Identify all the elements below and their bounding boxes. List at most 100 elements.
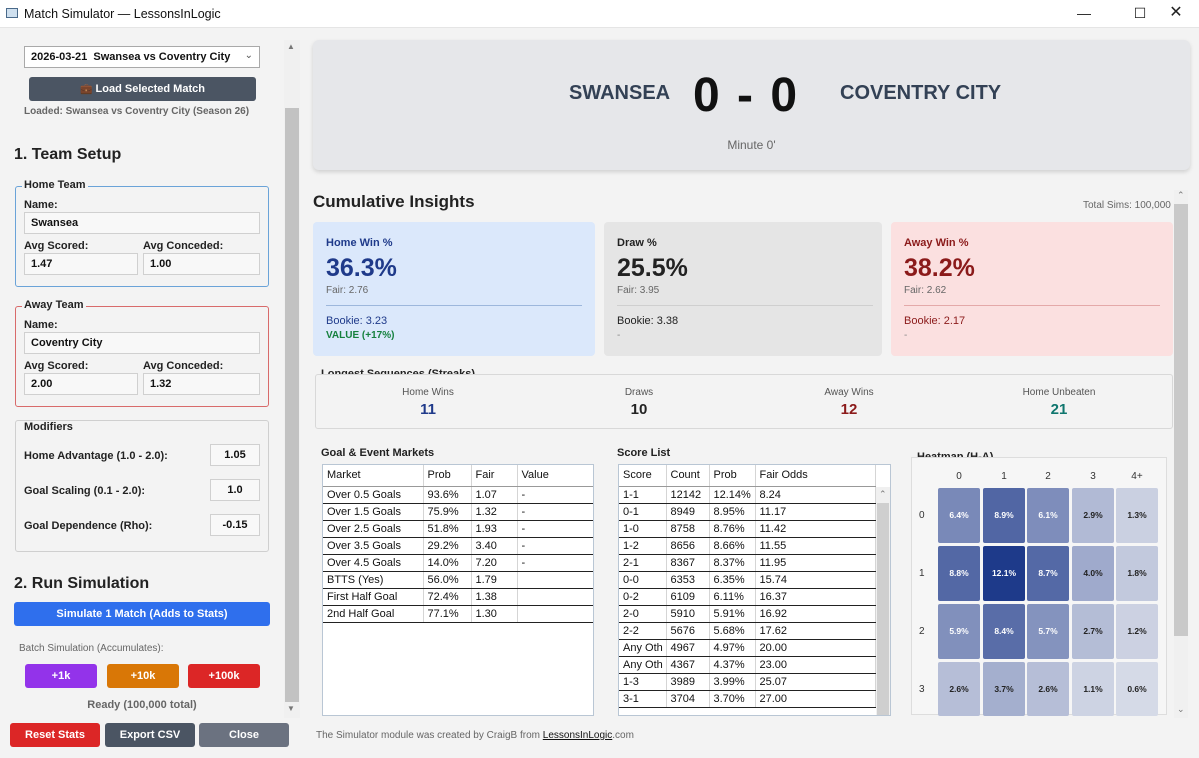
home-win-pct: 36.3% [326, 254, 397, 282]
away-win-pct: 38.2% [904, 254, 975, 282]
footer-credit: The Simulator module was created by Crai… [316, 730, 634, 741]
home-scored-field[interactable]: 1.47 [24, 253, 138, 275]
home-win-card: Home Win % 36.3% Fair: 2.76 Bookie: 3.23… [313, 222, 595, 356]
score-cell: Any Oth [619, 656, 667, 674]
streak-label: Away Wins [824, 387, 874, 398]
scroll-down-icon[interactable]: ▼ [287, 704, 295, 713]
chevron-down-icon: ⌄ [244, 50, 253, 61]
score-list-scrollbar[interactable]: ⌃ [876, 487, 890, 715]
market-cell: Over 2.5 Goals [323, 520, 424, 538]
markets-table: Market Prob Fair Value Over 0.5 Goals 93.… [322, 464, 594, 716]
market-row[interactable]: BTTS (Yes) 56.0% 1.79 [323, 571, 593, 589]
score-row[interactable]: 0-0 6353 6.35% 15.74 [619, 571, 876, 589]
title-bar: Match Simulator — LessonsInLogic — ☐ ✕ [0, 0, 1199, 28]
heatmap-col-label: 0 [956, 471, 962, 482]
match-select-value: 2026-03-21 Swansea vs Coventry City [31, 51, 231, 63]
markets-header[interactable]: Market [323, 465, 424, 487]
right-scrollbar-thumb[interactable] [1174, 204, 1188, 636]
score-row[interactable]: 1-0 8758 8.76% 11.42 [619, 520, 876, 538]
away-conceded-field[interactable]: 1.32 [143, 373, 260, 395]
heatmap-col-label: 4+ [1131, 471, 1143, 482]
score-cell: 5.68% [709, 622, 756, 640]
load-match-label: Load Selected Match [95, 83, 205, 95]
market-cell: 3.40 [471, 537, 518, 555]
right-scrollbar[interactable]: ⌃ ⌄ [1174, 190, 1188, 718]
score-cell: 6.35% [709, 571, 756, 589]
score-cell: 11.42 [755, 520, 876, 538]
goal-dependence-field[interactable]: -0.15 [210, 514, 260, 536]
scroll-up-icon[interactable]: ▲ [287, 42, 295, 51]
markets-header[interactable]: Fair [471, 465, 518, 487]
heatmap-cell: 2.9% [1072, 488, 1114, 543]
market-cell: - [517, 554, 593, 572]
market-row[interactable]: Over 4.5 Goals 14.0% 7.20- [323, 554, 593, 572]
market-row[interactable]: Over 3.5 Goals 29.2% 3.40- [323, 537, 593, 555]
score-cell: 8.95% [709, 503, 756, 521]
markets-header[interactable]: Prob [423, 465, 472, 487]
home-name-field[interactable]: Swansea [24, 212, 260, 234]
left-scrollbar-thumb[interactable] [285, 108, 299, 702]
batch-100k-button[interactable]: +100k [188, 664, 260, 688]
score-row[interactable]: Any Oth 4367 4.37% 23.00 [619, 656, 876, 674]
close-window-icon[interactable]: ✕ [1169, 4, 1183, 21]
goal-scaling-field[interactable]: 1.0 [210, 479, 260, 501]
market-row[interactable]: 2nd Half Goal 77.1% 1.30 [323, 605, 593, 623]
market-cell: 51.8% [423, 520, 472, 538]
minimize-icon[interactable]: — [1077, 5, 1091, 21]
score-cell: 8656 [666, 537, 710, 555]
score-row[interactable]: 2-1 8367 8.37% 11.95 [619, 554, 876, 572]
market-cell: 1.93 [471, 520, 518, 538]
market-cell: BTTS (Yes) [323, 571, 424, 589]
score-row[interactable]: 2-2 5676 5.68% 17.62 [619, 622, 876, 640]
home-conceded-label: Avg Conceded: [143, 240, 224, 252]
right-scroll-up-icon[interactable]: ⌃ [1177, 190, 1185, 200]
score-scroll-up-icon[interactable]: ⌃ [879, 489, 887, 499]
score-row[interactable]: 2-0 5910 5.91% 16.92 [619, 605, 876, 623]
market-row[interactable]: First Half Goal 72.4% 1.38 [323, 588, 593, 606]
simulate-one-button[interactable]: Simulate 1 Match (Adds to Stats) [14, 602, 270, 626]
markets-header[interactable]: Value [517, 465, 593, 487]
batch-10k-button[interactable]: +10k [107, 664, 179, 688]
export-csv-button[interactable]: Export CSV [105, 723, 195, 747]
match-select[interactable]: 2026-03-21 Swansea vs Coventry City ⌄ [24, 46, 260, 68]
score-cell: 4967 [666, 639, 710, 657]
market-row[interactable]: Over 0.5 Goals 93.6% 1.07- [323, 486, 593, 504]
away-name-field[interactable]: Coventry City [24, 332, 260, 354]
score-cell: 0-2 [619, 588, 667, 606]
score-row[interactable]: 1-3 3989 3.99% 25.07 [619, 673, 876, 691]
footer-link[interactable]: LessonsInLogic [542, 730, 613, 741]
score-row[interactable]: 0-2 6109 6.11% 16.37 [619, 588, 876, 606]
score-row[interactable]: Any Oth 4967 4.97% 20.00 [619, 639, 876, 657]
score-header[interactable]: Count [666, 465, 710, 487]
away-scored-field[interactable]: 2.00 [24, 373, 138, 395]
score-header[interactable]: Score [619, 465, 667, 487]
score-list-scrollbar-thumb[interactable] [877, 503, 889, 715]
home-conceded-field[interactable]: 1.00 [143, 253, 260, 275]
home-advantage-field[interactable]: 1.05 [210, 444, 260, 466]
score-row[interactable]: 1-1 12142 12.14% 8.24 [619, 486, 876, 504]
market-cell: 1.30 [471, 605, 518, 623]
reset-stats-button[interactable]: Reset Stats [10, 723, 100, 747]
market-row[interactable]: Over 1.5 Goals 75.9% 1.32- [323, 503, 593, 521]
streak-home-unbeaten: Home Unbeaten 21 [984, 387, 1134, 418]
load-match-button[interactable]: 💼 Load Selected Match [29, 77, 256, 101]
score-row[interactable]: 1-2 8656 8.66% 11.55 [619, 537, 876, 555]
batch-1k-button[interactable]: +1k [25, 664, 97, 688]
score-header[interactable]: Prob [709, 465, 756, 487]
market-row[interactable]: Over 2.5 Goals 51.8% 1.93- [323, 520, 593, 538]
score-row[interactable]: 3-1 3704 3.70% 27.00 [619, 690, 876, 708]
score-cell: 16.37 [755, 588, 876, 606]
score-cell: 11.55 [755, 537, 876, 555]
score-cell: 3-1 [619, 690, 667, 708]
close-button[interactable]: Close [199, 723, 289, 747]
window-title: Match Simulator — LessonsInLogic [24, 7, 221, 21]
heatmap-cell: 2.6% [1027, 662, 1069, 716]
score-cell: 0-0 [619, 571, 667, 589]
away-win-card: Away Win % 38.2% Fair: 2.62 Bookie: 2.17… [891, 222, 1173, 356]
maximize-icon[interactable]: ☐ [1133, 5, 1147, 21]
right-scroll-down-icon[interactable]: ⌄ [1177, 704, 1185, 714]
heatmap-cell: 1.1% [1072, 662, 1114, 716]
score-header[interactable]: Fair Odds [755, 465, 876, 487]
left-scrollbar[interactable]: ▲ ▼ [284, 40, 300, 718]
score-row[interactable]: 0-1 8949 8.95% 11.17 [619, 503, 876, 521]
